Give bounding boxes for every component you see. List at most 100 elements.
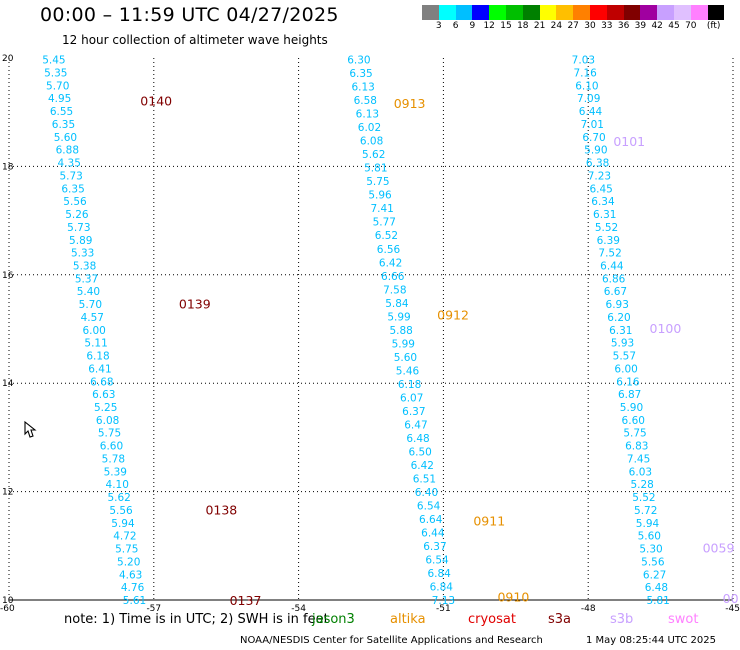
wave-height-value: 5.78 (102, 453, 125, 465)
colorbar-tick-label: 36 (617, 21, 630, 31)
wave-height-value: 5.99 (392, 338, 415, 350)
wave-height-value: 6.10 (575, 80, 598, 92)
legend-cryosat: cryosat (468, 612, 516, 627)
wave-height-value: 5.73 (67, 222, 90, 234)
wave-height-value: 5.93 (611, 338, 634, 350)
pass-time-label: 0912 (437, 307, 469, 322)
wave-height-value: 6.30 (347, 55, 370, 67)
map-subtitle: 12 hour collection of altimeter wave hei… (62, 33, 328, 47)
wave-height-value: 6.50 (408, 446, 431, 458)
wave-height-value: 7.45 (627, 453, 650, 465)
wave-height-value: 6.48 (406, 433, 429, 445)
wave-height-value: 5.40 (77, 286, 100, 298)
colorbar-tick-label: 12 (483, 21, 495, 31)
wave-height-value: 6.44 (421, 527, 445, 539)
wave-height-value: 5.62 (362, 149, 385, 161)
wave-height-value: 5.62 (107, 492, 130, 504)
pass-time-label: 0140 (140, 93, 172, 108)
wave-height-value: 6.18 (398, 379, 421, 391)
colorbar-tick-label: 45 (668, 21, 680, 31)
wave-height-value: 5.96 (368, 190, 392, 202)
x-tick-label: -51 (436, 604, 451, 614)
colorbar-tick-label: 9 (469, 21, 476, 31)
wave-height-value: 5.56 (641, 556, 665, 568)
wave-height-value: 6.41 (88, 363, 111, 375)
wave-height-value: 6.66 (381, 271, 405, 283)
x-axis-ticks: -60 -57 -54 -51 -48 -45 (0, 604, 740, 614)
wave-height-value: 6.37 (423, 541, 446, 553)
wave-height-value: 6.42 (379, 257, 402, 269)
wave-height-value: 5.56 (109, 505, 133, 517)
generation-timestamp: 1 May 08:25:44 UTC 2025 (586, 635, 716, 646)
wave-height-value: 5.75 (115, 544, 138, 556)
colorbar-tick-label: 33 (601, 21, 613, 31)
colorbar-swatch (556, 5, 574, 20)
colorbar-tick-label: 21 (533, 21, 546, 31)
wave-height-value: 7.41 (370, 203, 393, 215)
wave-height-value: 5.45 (42, 55, 65, 67)
wave-height-value: 6.47 (404, 419, 427, 431)
colorbar-tick-label: 39 (634, 21, 647, 31)
colorbar-tick-label: 3 (435, 21, 442, 31)
pass-time-label: 0101 (613, 134, 645, 149)
wave-height-value: 5.60 (394, 352, 417, 364)
wave-height-value: 6.70 (582, 132, 605, 144)
colorbar-swatch (640, 5, 658, 20)
wave-height-value: 5.70 (79, 299, 102, 311)
pass-time-label: 0059 (703, 541, 735, 556)
wave-height-value: 5.72 (634, 505, 657, 517)
wave-height-value: 5.37 (75, 273, 98, 285)
colorbar-swatch (573, 5, 590, 20)
map-title: 00:00 – 11:59 UTC 04/27/2025 (40, 4, 339, 26)
pass-time-label: 0100 (650, 321, 682, 336)
wave-height-value: 5.52 (632, 492, 655, 504)
wave-height-value: 6.02 (358, 122, 381, 134)
wave-height-value: 6.13 (356, 109, 379, 121)
wave-height-value: 5.84 (385, 298, 409, 310)
x-tick-label: -45 (725, 604, 740, 614)
wave-height-value: 6.84 (427, 568, 451, 580)
y-tick-label: 18 (2, 162, 14, 172)
colorbar-tick-label: 15 (500, 21, 512, 31)
wave-height-value: 6.20 (607, 312, 630, 324)
wave-height-value: 5.94 (111, 518, 135, 530)
colorbar-swatch (505, 5, 523, 20)
wave-height-value: 6.08 (96, 415, 119, 427)
wave-height-value: 6.40 (415, 487, 438, 499)
legend-s3a: s3a (548, 612, 572, 627)
x-tick-label: -48 (581, 604, 596, 614)
credit-line: NOAA/NESDIS Center for Satellite Applica… (240, 635, 543, 646)
wave-height-value: 5.33 (71, 248, 94, 260)
wave-height-value: 6.58 (354, 95, 377, 107)
wave-height-value: 4.72 (113, 531, 136, 543)
pass-time-label: 0911 (473, 513, 505, 528)
colorbar-swatch (606, 5, 624, 20)
wave-height-value: 6.44 (579, 106, 603, 118)
legend-s3b: s3b (610, 612, 634, 627)
colorbar-tick-label: 70 (685, 21, 697, 31)
wave-height-value: 5.56 (63, 196, 87, 208)
wave-height-value: 5.20 (117, 556, 140, 568)
y-tick-label: 16 (2, 271, 14, 281)
x-tick-label: -57 (146, 604, 161, 614)
wave-height-value: 5.11 (84, 338, 107, 350)
wave-height-value: 5.26 (65, 209, 89, 221)
wave-height-value: 6.00 (82, 325, 105, 337)
wave-height-value: 6.52 (375, 230, 398, 242)
wave-height-value: 5.89 (69, 235, 92, 247)
wave-height-colorbar (422, 5, 725, 20)
wave-height-value: 7.01 (581, 119, 604, 131)
pass-time-label: 00 (723, 591, 739, 606)
wave-height-value: 6.07 (400, 392, 423, 404)
pass-time-label: 0913 (394, 96, 426, 111)
wave-height-value: 6.44 (600, 260, 624, 272)
wave-height-value: 6.86 (602, 273, 626, 285)
wave-height-value: 6.45 (589, 183, 612, 195)
wave-height-value: 5.81 (364, 163, 387, 175)
colorbar-swatch (438, 5, 456, 20)
wave-height-value: 6.68 (90, 376, 113, 388)
wave-height-value: 5.28 (630, 479, 653, 491)
wave-height-value: 6.35 (61, 183, 84, 195)
wave-height-value: 7.52 (598, 248, 621, 260)
